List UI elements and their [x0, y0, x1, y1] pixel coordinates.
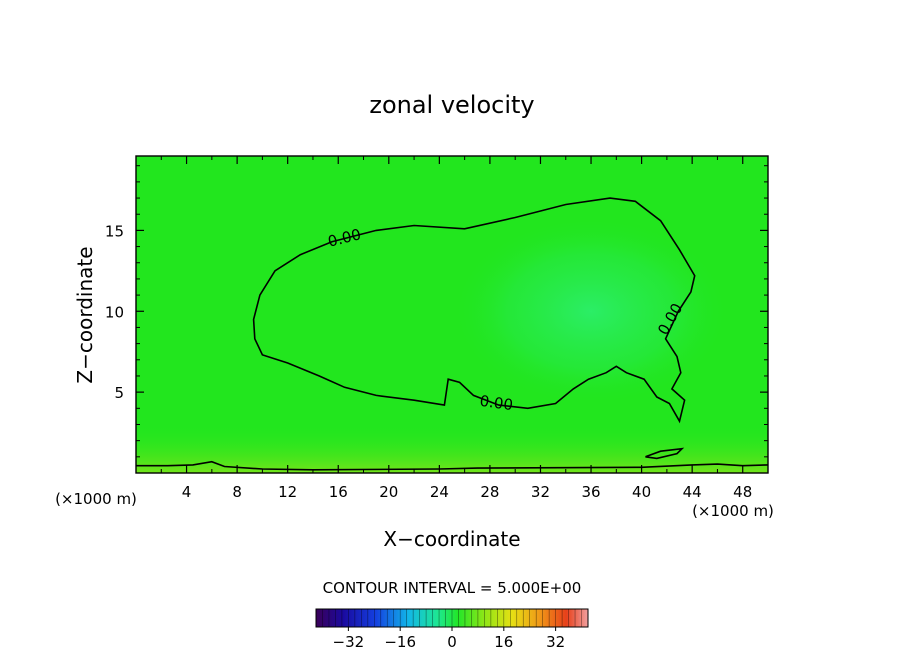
y-axis-ticks: 5 10 15	[105, 165, 768, 458]
y-tick-label-15: 15	[105, 222, 124, 240]
velocity-field-core	[451, 216, 732, 407]
x-unit-right: (×1000 m)	[692, 502, 774, 520]
x-tick-label-12: 12	[278, 483, 297, 501]
x-tick-label-4: 4	[182, 483, 192, 501]
x-unit-left: (×1000 m)	[55, 490, 137, 508]
contour-label-2: 0.00	[479, 392, 515, 414]
x-tick-label-8: 8	[232, 483, 242, 501]
chart-title: zonal velocity	[369, 91, 534, 119]
colorbar-tick-label-1: −16	[384, 633, 416, 651]
colorbar-tick-label-3: 16	[494, 633, 513, 651]
ground-contour-line-2	[645, 447, 685, 460]
contour-interval-label: CONTOUR INTERVAL = 5.000E+00	[323, 579, 582, 597]
x-tick-label-32: 32	[531, 483, 550, 501]
y-axis-label: Z−coordinate	[73, 246, 97, 383]
x-axis-ticks: 4 8 12 16 20 24 28 32 36 40 44 48	[160, 156, 752, 501]
x-tick-label-16: 16	[329, 483, 348, 501]
x-tick-label-48: 48	[733, 483, 752, 501]
near-ground-contours	[136, 447, 768, 471]
plot-area: 0.000.000.00 4 8 12 16 20 24 28 32 36 40 44 48 5101…	[105, 155, 769, 501]
y-tick-label-5: 5	[114, 384, 124, 402]
x-axis-label: X−coordinate	[383, 527, 520, 551]
x-tick-label-36: 36	[581, 483, 600, 501]
x-tick-label-40: 40	[632, 483, 651, 501]
velocity-field-ground-layer	[136, 424, 768, 473]
colorbar-tick-label-4: 32	[546, 633, 565, 651]
colorbar-segments	[322, 609, 582, 627]
colorbar: CONTOUR INTERVAL = 5.000E+00 −32 −16 0 16 32	[315, 579, 589, 651]
colorbar-ticks: −32 −16 0 16 32	[333, 627, 565, 651]
y-tick-label-10: 10	[105, 303, 124, 321]
x-tick-label-44: 44	[683, 483, 702, 501]
x-tick-label-24: 24	[430, 483, 449, 501]
zero-contour-line	[252, 197, 696, 424]
colorbar-tick-label-2: 0	[447, 633, 457, 651]
colorbar-tick-label-0: −32	[333, 633, 365, 651]
plot-frame	[135, 155, 769, 474]
ground-contour-line-1	[136, 460, 768, 471]
x-tick-label-20: 20	[379, 483, 398, 501]
x-tick-label-28: 28	[480, 483, 499, 501]
